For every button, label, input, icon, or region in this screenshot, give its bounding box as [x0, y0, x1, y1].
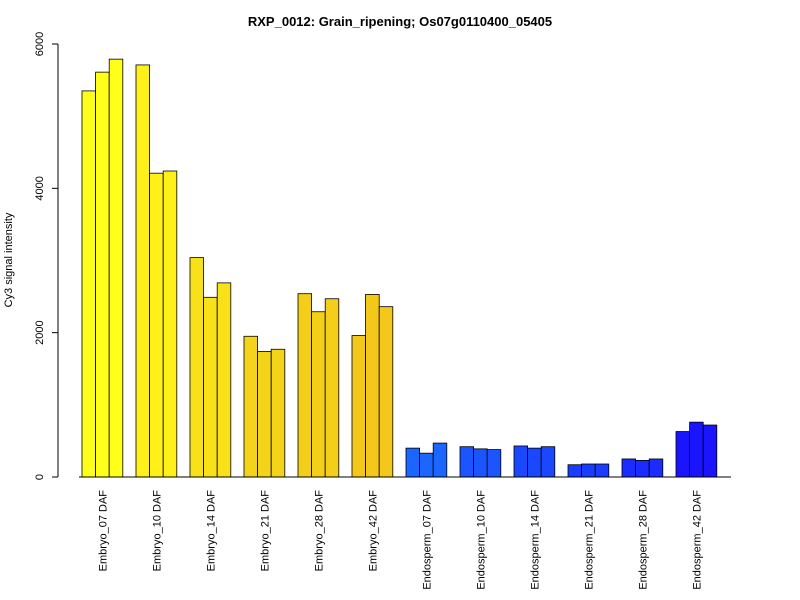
bar	[378, 306, 394, 478]
y-tick-label: 0	[34, 474, 46, 480]
bar	[473, 448, 488, 478]
x-tick-label: Embryo_21 DAF	[259, 490, 271, 572]
bar	[149, 172, 164, 478]
bar	[405, 447, 421, 478]
bar	[311, 311, 326, 478]
bar	[270, 348, 286, 478]
bar	[486, 449, 502, 478]
y-tick-label: 4000	[34, 176, 46, 200]
x-tick-label: Embryo_28 DAF	[313, 490, 325, 572]
bar	[324, 298, 340, 478]
x-tick-label: Endosperm_28 DAF	[637, 490, 649, 590]
bar	[702, 424, 718, 478]
bar	[365, 294, 380, 478]
x-tick-label: Endosperm_42 DAF	[691, 490, 703, 590]
bar	[351, 335, 367, 478]
bar	[419, 452, 434, 478]
bars	[81, 58, 718, 478]
bar	[594, 463, 610, 478]
bar	[81, 90, 97, 478]
bar	[621, 458, 637, 478]
bar	[648, 458, 664, 478]
y-axis-label: Cy3 signal intensity	[3, 212, 15, 307]
bar	[567, 464, 583, 478]
x-tick-label: Embryo_10 DAF	[151, 490, 163, 572]
bar	[189, 257, 205, 478]
x-tick-label: Endosperm_21 DAF	[583, 490, 595, 590]
x-tick-label: Embryo_42 DAF	[367, 490, 379, 572]
x-axis: Embryo_07 DAF Embryo_10 DAF Embryo_14 DAF E…	[79, 476, 731, 590]
bar	[257, 351, 272, 478]
bar	[243, 335, 259, 478]
bar	[540, 446, 556, 478]
x-tick-label: Endosperm_07 DAF	[421, 490, 433, 590]
bar	[216, 282, 232, 478]
x-tick-label: Embryo_14 DAF	[205, 490, 217, 572]
bar	[581, 463, 596, 478]
y-axis: 0 2000 4000 6000	[34, 32, 59, 480]
x-tick-label: Embryo_07 DAF	[97, 490, 109, 572]
bar	[635, 460, 650, 478]
bar	[675, 431, 691, 478]
bar	[95, 71, 110, 478]
bar	[203, 296, 218, 478]
bar	[689, 421, 704, 478]
chart-title: RXP_0012: Grain_ripening; Os07g0110400_0…	[248, 14, 552, 29]
y-tick-label: 2000	[34, 320, 46, 344]
bar	[459, 446, 475, 478]
bar	[135, 64, 151, 478]
y-tick-label: 6000	[34, 32, 46, 56]
bar	[513, 445, 529, 478]
bar	[527, 447, 542, 478]
bar	[162, 170, 178, 478]
bar	[432, 442, 448, 478]
bar	[297, 293, 313, 478]
x-tick-label: Endosperm_10 DAF	[475, 490, 487, 590]
x-tick-label: Endosperm_14 DAF	[529, 490, 541, 590]
bar	[108, 58, 124, 478]
